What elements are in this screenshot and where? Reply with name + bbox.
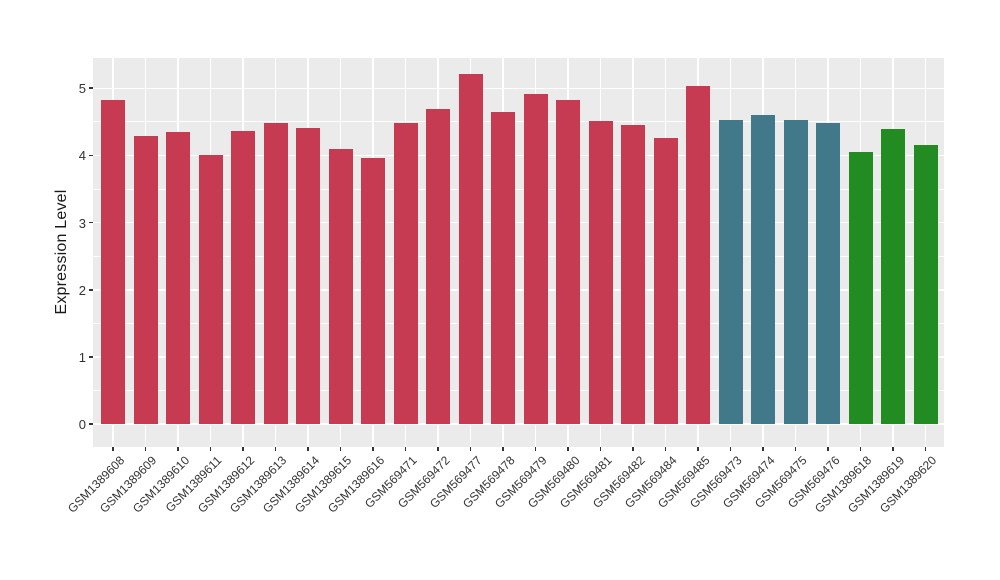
bar-GSM1389610 [166, 131, 190, 424]
bar-GSM569480 [556, 100, 580, 424]
x-tick-mark-GSM1389612 [242, 447, 244, 451]
bar-GSM569474 [751, 115, 775, 424]
x-tick-mark-GSM1389620 [924, 447, 927, 451]
y-tick-label-5: 5 [78, 81, 86, 97]
bar-GSM1389620 [913, 144, 938, 424]
bar-GSM569473 [718, 119, 743, 424]
bar-GSM569485 [686, 85, 710, 424]
gridline-minor-y3.5 [93, 188, 944, 190]
bar-GSM1389608 [101, 100, 125, 424]
bar-GSM1389616 [361, 158, 385, 424]
x-tick-mark-GSM569473 [729, 447, 732, 451]
bar-GSM1389619 [881, 128, 905, 424]
x-tick-mark-GSM1389614 [307, 447, 309, 451]
gridline-major-y3 [93, 221, 944, 224]
y-tick-label-3: 3 [78, 215, 86, 231]
x-tick-mark-GSM569476 [827, 447, 829, 451]
bar-GSM569484 [653, 137, 678, 424]
bar-GSM1389614 [296, 127, 320, 424]
x-tick-mark-GSM569484 [664, 447, 667, 451]
x-tick-mark-GSM1389613 [274, 447, 277, 451]
y-tick-label-0: 0 [78, 417, 86, 432]
x-tick-mark-GSM569480 [567, 447, 569, 451]
y-tick-mark-1 [89, 355, 93, 358]
bar-GSM1389609 [133, 135, 158, 424]
bar-GSM569482 [621, 125, 645, 424]
gridline-minor-y4.5 [93, 121, 944, 123]
bar-GSM569471 [393, 123, 418, 424]
bar-GSM569477 [458, 74, 483, 424]
x-tick-mark-GSM1389610 [177, 447, 179, 451]
x-tick-mark-GSM1389609 [144, 447, 147, 451]
x-tick-mark-GSM1389608 [112, 447, 114, 451]
plot-panel [93, 58, 944, 447]
bar-GSM1389618 [848, 152, 873, 424]
bar-GSM569478 [491, 112, 515, 424]
bar-GSM1389611 [198, 154, 223, 424]
x-tick-mark-GSM569475 [794, 447, 797, 451]
x-tick-mark-GSM569485 [697, 447, 699, 451]
y-tick-label-1: 1 [78, 349, 86, 365]
x-tick-mark-GSM569482 [632, 447, 634, 451]
gridline-major-y1 [93, 356, 944, 358]
x-tick-mark-GSM569479 [534, 447, 537, 451]
y-tick-mark-0 [89, 423, 93, 425]
x-tick-mark-GSM1389618 [859, 447, 862, 451]
gridline-minor-y2.5 [93, 255, 944, 257]
x-tick-mark-GSM569472 [437, 447, 439, 451]
gridline-major-y5 [93, 87, 944, 90]
x-tick-mark-GSM1389615 [339, 447, 342, 451]
x-tick-mark-GSM569474 [762, 447, 764, 451]
x-tick-mark-GSM569477 [469, 447, 472, 451]
bar-GSM569475 [783, 119, 808, 424]
gridline-minor-y0.5 [93, 390, 944, 391]
bar-GSM569479 [523, 93, 548, 424]
y-tick-mark-4 [89, 154, 93, 157]
bar-GSM569472 [426, 109, 450, 424]
x-tick-mark-GSM1389619 [892, 447, 894, 451]
bar-GSM569481 [588, 121, 613, 424]
x-tick-mark-GSM1389616 [372, 447, 374, 451]
gridline-major-y4 [93, 154, 944, 157]
gridline-minor-y1.5 [93, 322, 944, 324]
y-tick-label-4: 4 [78, 148, 86, 164]
bar-GSM1389615 [328, 148, 353, 424]
x-tick-mark-GSM569481 [599, 447, 602, 451]
x-tick-mark-GSM569478 [502, 447, 504, 451]
x-tick-mark-GSM1389611 [209, 447, 212, 451]
y-tick-mark-3 [89, 221, 93, 224]
y-tick-mark-5 [89, 87, 93, 90]
bar-GSM1389613 [263, 122, 288, 424]
x-tick-mark-GSM569471 [404, 447, 407, 451]
bar-GSM569476 [816, 123, 840, 424]
y-tick-mark-2 [89, 288, 93, 291]
gridline-major-y2 [93, 288, 944, 291]
gridline-major-y0 [93, 423, 944, 425]
y-tick-label-2: 2 [78, 282, 86, 298]
bar-GSM1389612 [231, 131, 255, 424]
